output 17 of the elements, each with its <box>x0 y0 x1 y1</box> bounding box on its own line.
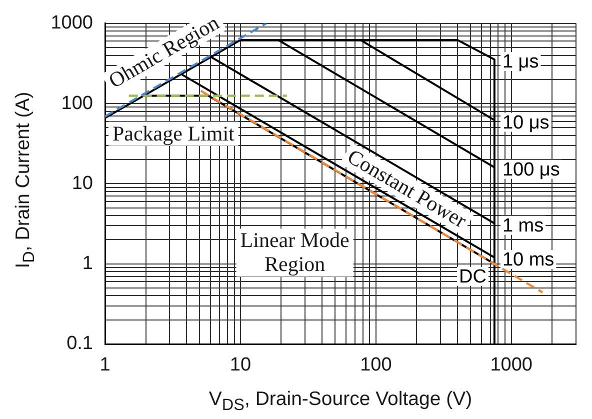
y-tick-label: 1000 <box>50 12 93 34</box>
series-label: 1 μs <box>502 52 539 73</box>
series-label: DC <box>459 266 486 288</box>
series-label: 1 ms <box>502 216 544 237</box>
series-label: 10 μs <box>502 112 550 134</box>
x-tick-label: 1 <box>100 354 110 376</box>
y-tick-label: 100 <box>61 92 93 114</box>
x-tick-label: 1000 <box>490 354 533 376</box>
series-label: 10 ms <box>502 250 554 271</box>
y-tick-label: 0.1 <box>66 333 93 354</box>
y-tick-label: 10 <box>72 172 93 194</box>
x-tick-label: 100 <box>360 354 392 376</box>
series-label: 100 μs <box>502 160 560 181</box>
annotation: Package Limit <box>112 121 235 146</box>
x-axis-title: V$_{DS}$, Drain-Source Voltage (V) <box>208 388 474 416</box>
y-tick-label: 1 <box>82 253 93 274</box>
x-tick-label: 10 <box>230 354 252 376</box>
